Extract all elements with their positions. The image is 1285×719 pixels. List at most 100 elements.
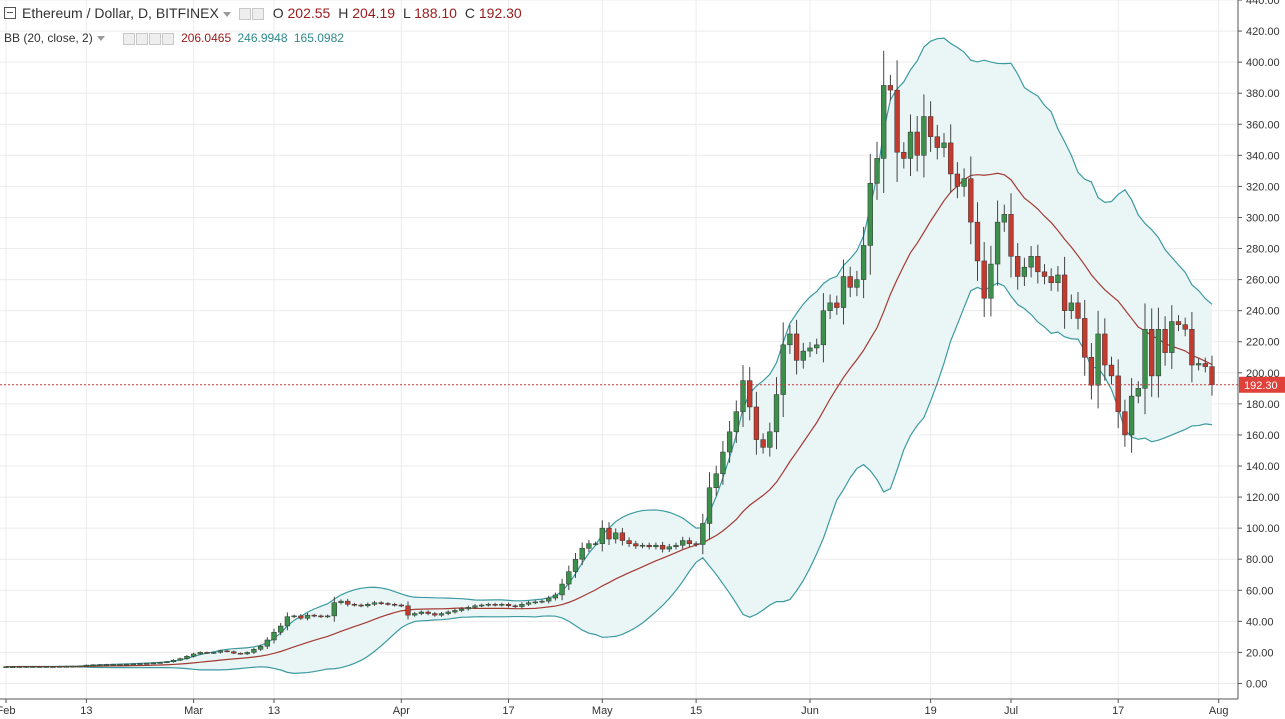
- collapse-icon[interactable]: [4, 7, 16, 20]
- candle-body: [1102, 333, 1108, 366]
- candle-body: [432, 613, 438, 616]
- candle-body: [237, 652, 244, 655]
- candle-body: [492, 603, 498, 606]
- plus-icon[interactable]: [148, 32, 161, 45]
- candle-body: [760, 439, 766, 448]
- candle-body: [613, 532, 619, 540]
- indicator-title[interactable]: BB (20, close, 2): [4, 31, 93, 45]
- candle-body: [680, 540, 686, 546]
- candle-body: [391, 603, 398, 606]
- y-tick-label: 40.00: [1246, 616, 1274, 628]
- indicator-chevron-down-icon[interactable]: [96, 36, 105, 42]
- candle-body: [177, 658, 183, 661]
- indicator-settings-icon[interactable]: [135, 32, 148, 45]
- open-label: O: [272, 5, 284, 21]
- candle-body: [184, 656, 190, 659]
- candle-body: [458, 608, 465, 611]
- candle-body: [1001, 214, 1007, 223]
- x-tick-label: 15: [690, 705, 702, 717]
- candle-body: [974, 221, 981, 262]
- x-tick-label: 17: [1112, 705, 1124, 717]
- candle-body: [1162, 329, 1168, 353]
- close-label: C: [464, 5, 475, 21]
- candle-body: [954, 173, 961, 187]
- low-value: 188.10: [414, 5, 457, 21]
- candle-body: [834, 302, 840, 308]
- candle-body: [653, 544, 659, 548]
- candle-body: [646, 544, 652, 548]
- candle-body: [43, 666, 49, 668]
- candle-body: [1055, 274, 1061, 283]
- candle-body: [552, 594, 559, 599]
- candle-body: [1182, 324, 1188, 330]
- candle-body: [137, 663, 143, 665]
- candle-body: [150, 662, 157, 665]
- candle-body: [854, 279, 860, 288]
- candle-body: [103, 664, 110, 666]
- candle-body: [358, 604, 364, 607]
- x-tick-label: 19: [924, 705, 936, 717]
- candle-body: [97, 664, 103, 666]
- candle-body: [291, 615, 297, 618]
- candle-body: [1115, 375, 1121, 412]
- candle-body: [1202, 363, 1208, 367]
- candle-body: [485, 603, 492, 606]
- candle-body: [659, 544, 666, 550]
- last-price-badge: [1239, 376, 1285, 393]
- candle-body: [921, 116, 927, 156]
- y-tick-label: 160.00: [1246, 430, 1280, 442]
- candle-body: [673, 544, 679, 548]
- symbol-title[interactable]: Ethereum / Dollar, D, BITFINEX: [22, 5, 219, 21]
- eye-icon[interactable]: [122, 32, 135, 45]
- candle-body: [264, 639, 270, 647]
- candle-body: [3, 666, 9, 668]
- candle-body: [733, 411, 739, 433]
- candle-body: [767, 431, 773, 448]
- chevron-down-icon[interactable]: [222, 11, 231, 17]
- close-icon[interactable]: [161, 32, 174, 45]
- candle-body: [1075, 302, 1081, 319]
- candle-body: [231, 651, 237, 654]
- candle-body: [251, 649, 257, 653]
- candle-body: [619, 532, 626, 541]
- candle-body: [1209, 366, 1215, 386]
- candle-body: [840, 276, 847, 308]
- candle-body: [968, 178, 974, 223]
- candle-body: [874, 158, 880, 184]
- candle-body: [948, 142, 954, 175]
- y-tick-label: 280.00: [1246, 244, 1280, 256]
- y-tick-label: 400.00: [1246, 57, 1280, 69]
- candle-body: [1048, 276, 1054, 283]
- candle-body: [1195, 363, 1202, 366]
- candle-body: [1028, 256, 1034, 268]
- candle-body: [117, 664, 123, 666]
- candle-body: [519, 603, 525, 607]
- y-tick-label: 440.00: [1246, 0, 1280, 7]
- candle-body: [633, 543, 639, 547]
- candle-body: [1068, 302, 1074, 311]
- open-value: 202.55: [287, 5, 331, 21]
- candle-body: [1095, 333, 1101, 386]
- candle-body: [144, 663, 150, 665]
- gear-icon[interactable]: [251, 8, 264, 21]
- candle-body: [465, 607, 471, 610]
- bb-lower-value: 165.0982: [293, 31, 344, 45]
- x-tick-label: Jun: [801, 705, 819, 717]
- candle-body: [385, 603, 391, 605]
- candle-body: [311, 614, 317, 617]
- y-tick-label: 200.00: [1246, 368, 1280, 380]
- y-tick-label: 420.00: [1246, 26, 1280, 38]
- candle-body: [425, 611, 431, 614]
- candle-body: [639, 544, 646, 547]
- last-price-label: 192.30: [1244, 380, 1278, 392]
- y-tick-label: 20.00: [1246, 647, 1274, 659]
- candle-body: [56, 666, 63, 668]
- bb-lower-band: [6, 282, 1213, 674]
- candle-body: [351, 603, 358, 606]
- candle-body: [197, 652, 203, 655]
- candle-body: [257, 645, 264, 650]
- candle-body: [505, 603, 512, 607]
- settings-icon[interactable]: [238, 8, 251, 21]
